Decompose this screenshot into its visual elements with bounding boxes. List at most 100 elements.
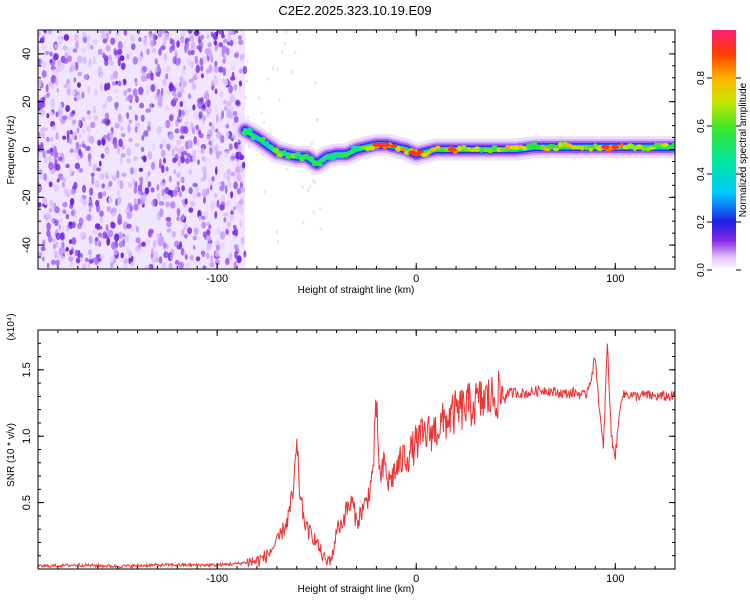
noise-speck (78, 119, 81, 128)
noise-speck (181, 151, 185, 158)
noise-speck (150, 84, 156, 92)
noise-speck (194, 55, 199, 64)
ridge-peak (601, 144, 610, 150)
noise-speck (161, 182, 166, 191)
noise-speck (201, 221, 207, 229)
noise-speck (150, 72, 154, 81)
noise-speck (133, 198, 137, 204)
snr-panel: -100 0 100 0.5 1.0 1.5 Height of straight lin… (6, 313, 676, 595)
noise-speck (219, 231, 226, 240)
noise-speck (84, 73, 88, 81)
noise-speck (61, 241, 65, 249)
noise-speck (140, 114, 145, 123)
noise-speck (89, 187, 94, 196)
noise-speck (230, 155, 236, 160)
noise-speck (163, 32, 167, 37)
noise-speck (53, 183, 60, 193)
noise-speck (131, 43, 136, 51)
noise-speck (124, 234, 130, 243)
noise-speck (79, 133, 83, 139)
noise-speck (168, 114, 174, 122)
noise-speck (233, 261, 238, 269)
noise-speck (59, 218, 63, 223)
noise-speck (134, 80, 138, 87)
noise-speck (41, 101, 46, 108)
ridge-cell (457, 145, 463, 151)
snr-multiplier: (x10⁴) (6, 313, 17, 340)
faint-speck (309, 184, 312, 189)
noise-speck (95, 199, 100, 207)
noise-speck (121, 172, 127, 177)
noise-speck (48, 155, 52, 163)
noise-speck (41, 133, 46, 139)
noise-speck (126, 147, 131, 157)
noise-speck (49, 136, 54, 143)
noise-speck (220, 201, 226, 211)
noise-speck (219, 150, 222, 156)
noise-speck (230, 64, 235, 71)
ridge-cell (496, 147, 502, 153)
noise-speck (113, 70, 118, 79)
noise-speck (156, 184, 160, 191)
faint-speck (310, 141, 313, 146)
noise-speck (91, 176, 95, 185)
noise-speck (68, 239, 73, 245)
noise-speck (154, 82, 158, 88)
noise-speck (129, 34, 136, 42)
noise-speck (146, 124, 151, 132)
y-tick-label: -20 (21, 189, 33, 205)
noise-speck (99, 30, 105, 34)
noise-speck (127, 94, 134, 100)
noise-speck (214, 251, 220, 258)
noise-speck (233, 244, 239, 251)
noise-speck (92, 257, 97, 262)
noise-speck (151, 256, 156, 264)
noise-speck (68, 221, 73, 226)
faint-speck (278, 98, 281, 102)
noise-speck (151, 161, 156, 170)
noise-speck (88, 161, 92, 167)
noise-speck (137, 55, 143, 62)
noise-speck (42, 239, 46, 248)
ridge-cell (552, 147, 560, 152)
noise-speck (184, 157, 190, 164)
noise-speck (181, 185, 186, 192)
noise-speck (65, 104, 70, 113)
noise-speck (77, 55, 83, 64)
noise-speck (143, 130, 149, 137)
noise-speck (240, 236, 245, 245)
noise-speck (101, 183, 105, 189)
noise-speck (45, 84, 49, 93)
noise-speck (77, 223, 83, 229)
noise-speck (55, 232, 61, 240)
noise-speck (219, 91, 224, 98)
noise-speck (38, 144, 41, 153)
ridge-cell (535, 145, 542, 150)
noise-speck (44, 51, 50, 55)
noise-speck (99, 210, 104, 217)
y-tick-label: 20 (21, 96, 33, 108)
noise-speck (177, 91, 183, 99)
signal-ridge (234, 119, 675, 175)
noise-speck (110, 74, 115, 81)
ridge-cell (575, 145, 581, 150)
noise-speck (210, 255, 214, 263)
ridge-cell (588, 147, 594, 152)
noise-speck (126, 158, 131, 164)
noise-speck (57, 59, 62, 68)
noise-speck (230, 76, 236, 81)
noise-speck (176, 181, 180, 187)
noise-speck (167, 190, 174, 196)
ridge-cell (282, 149, 287, 156)
noise-speck (238, 35, 242, 41)
noise-speck (138, 86, 144, 95)
noise-speck (92, 163, 98, 172)
faint-speck (315, 118, 319, 122)
faint-speck (244, 95, 247, 99)
ridge-cell (461, 144, 467, 151)
faint-speck (302, 220, 305, 225)
noise-speck (158, 201, 165, 206)
noise-speck (175, 148, 181, 153)
noise-speck (97, 66, 103, 75)
noise-speck (135, 245, 139, 252)
